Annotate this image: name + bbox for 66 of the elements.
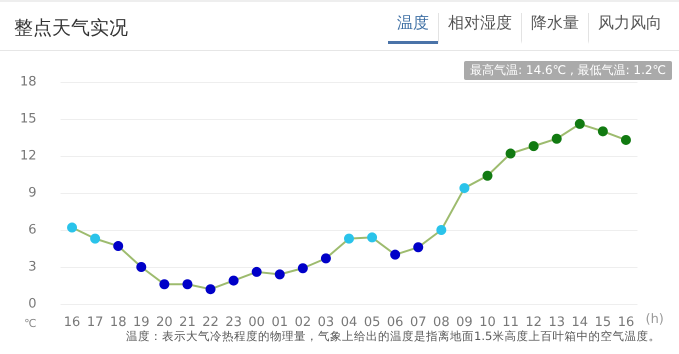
point — [413, 242, 424, 252]
text: 风力风向 — [588, 13, 671, 44]
x-tick-label: 23 — [225, 315, 242, 330]
x-tick-label: 05 — [364, 315, 380, 330]
x-axis-title: (h) — [646, 312, 664, 327]
x-tick-label: 06 — [386, 315, 404, 330]
x-tick-label: 19 — [133, 315, 150, 330]
point — [390, 250, 400, 260]
point — [113, 241, 124, 252]
point — [367, 232, 378, 242]
x-tick-label: 14 — [572, 315, 588, 330]
x-tick-label: 13 — [548, 315, 565, 330]
point — [252, 266, 262, 277]
x-tick-label: 03 — [318, 315, 334, 330]
x-tick-label: 22 — [202, 315, 219, 330]
x-tick-label: 21 — [179, 315, 196, 330]
point — [574, 118, 585, 129]
y-tick-label: 18 — [20, 74, 36, 90]
x-tick-label: 04 — [340, 315, 358, 330]
point — [506, 148, 516, 159]
x-tick-label: 20 — [156, 315, 173, 330]
x-tick-label: 12 — [525, 315, 542, 330]
x-tick-label: 15 — [594, 315, 612, 330]
y-tick-label: 9 — [28, 186, 36, 200]
y-tick-label: 15 — [20, 112, 36, 126]
point — [90, 234, 100, 244]
point — [459, 183, 470, 194]
text: 温度 — [388, 13, 438, 44]
chart-title: 整点天气实况 — [14, 16, 128, 41]
x-tick-label: 10 — [479, 315, 496, 330]
point — [552, 134, 562, 144]
point — [620, 134, 631, 145]
text: 降水量 — [521, 13, 588, 44]
x-tick-label: 01 — [271, 315, 288, 330]
point — [344, 234, 354, 244]
point — [228, 276, 239, 286]
point — [320, 253, 331, 264]
point — [67, 222, 78, 233]
point — [298, 263, 308, 274]
x-tick-label: 09 — [456, 315, 473, 330]
point — [436, 225, 446, 235]
point — [528, 141, 539, 152]
point — [182, 279, 192, 290]
point — [274, 269, 285, 280]
x-tick-label: 16 — [64, 315, 80, 330]
text: 最高气温: 14.6℃ , 最低气温: 1.2℃ — [464, 61, 672, 80]
text: 相对湿度 — [438, 13, 521, 44]
point — [136, 262, 146, 272]
point — [159, 279, 170, 290]
x-tick-label: 11 — [502, 315, 519, 330]
x-tick-label: 02 — [294, 315, 312, 330]
x-tick-label: 07 — [410, 315, 427, 330]
point — [206, 284, 216, 294]
y-tick-label: 6 — [28, 222, 36, 238]
x-tick-label: 00 — [248, 315, 265, 330]
y-tick-label: 3 — [28, 260, 36, 274]
text: 温度：表示大气冷热程度的物理量，气象上给出的温度是指离地面1.5米高度上百叶箱中的空气温度。 — [126, 329, 660, 344]
y-tick-label: 0 — [28, 296, 36, 312]
point — [598, 126, 608, 136]
point — [482, 170, 492, 181]
x-tick-label: 17 — [86, 315, 104, 330]
x-tick-label: 08 — [433, 315, 450, 330]
y-axis-title: ℃ — [24, 317, 36, 330]
y-tick-label: 12 — [20, 148, 36, 164]
x-tick-label: 16 — [618, 315, 634, 330]
x-tick-label: 18 — [110, 315, 126, 330]
